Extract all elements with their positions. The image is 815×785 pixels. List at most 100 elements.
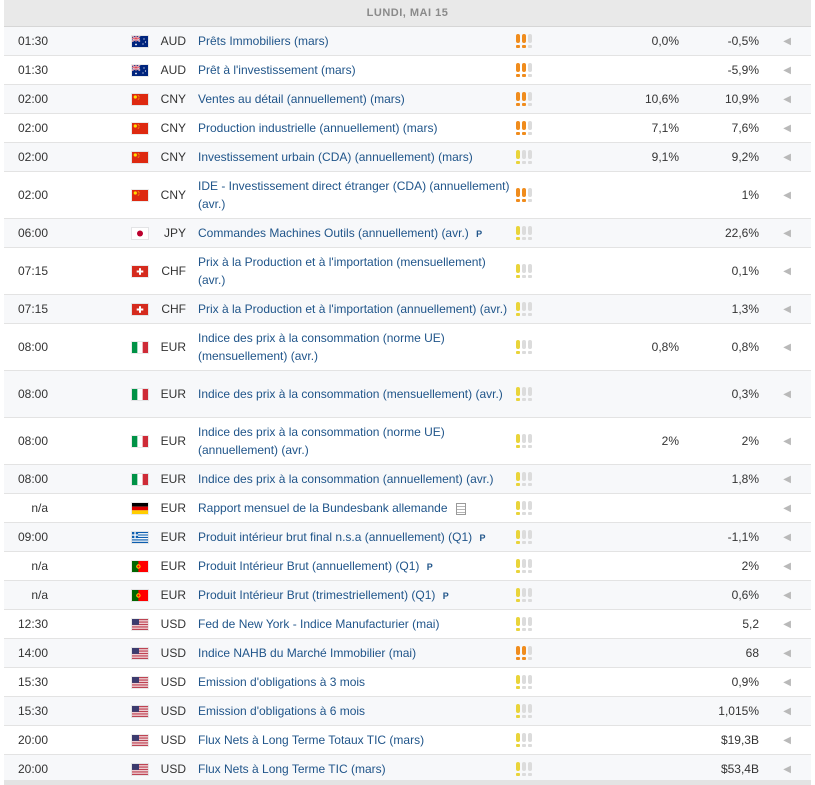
event-title[interactable]: Prix à la Production et à l'importation … xyxy=(198,300,516,318)
expand-arrow-icon[interactable]: ◀ xyxy=(783,93,791,105)
importance-indicator xyxy=(516,559,540,573)
event-title[interactable]: Prêts Immobiliers (mars) xyxy=(198,32,516,50)
event-title[interactable]: Investissement urbain (CDA) (annuellemen… xyxy=(198,148,516,166)
expand-arrow-icon[interactable]: ◀ xyxy=(783,589,791,601)
event-title[interactable]: Produit Intérieur Brut (annuellement) (Q… xyxy=(198,557,516,576)
event-title[interactable]: Fed de New York - Indice Manufacturier (… xyxy=(198,615,516,633)
event-row[interactable]: 02:00 CNY Ventes au détail (annuellement… xyxy=(4,85,811,114)
event-title[interactable]: Indice des prix à la consommation (norme… xyxy=(198,423,516,459)
event-row[interactable]: 02:00 CNY IDE - Investissement direct ét… xyxy=(4,172,811,219)
event-row[interactable]: 01:30 AUD Prêts Immobiliers (mars) 0,0% … xyxy=(4,27,811,56)
event-previous: 10,9% xyxy=(724,92,759,106)
importance-bang-icon xyxy=(522,188,526,202)
event-title-text: Produit intérieur brut final n.s.a (annu… xyxy=(198,529,473,544)
expand-arrow-icon[interactable]: ◀ xyxy=(783,122,791,134)
event-row[interactable]: n/a EUR Produit Intérieur Brut (trimestr… xyxy=(4,581,811,610)
expand-arrow-icon[interactable]: ◀ xyxy=(783,151,791,163)
expand-arrow-icon[interactable]: ◀ xyxy=(783,388,791,400)
expand-arrow-icon[interactable]: ◀ xyxy=(783,341,791,353)
event-title[interactable]: IDE - Investissement direct étranger (CD… xyxy=(198,177,516,213)
event-row[interactable]: 15:30 USD Emission d'obligations à 6 moi… xyxy=(4,697,811,726)
event-title[interactable]: Production industrielle (annuellement) (… xyxy=(198,119,516,137)
event-currency: JPY xyxy=(163,226,186,240)
event-title[interactable]: Flux Nets à Long Terme Totaux TIC (mars) xyxy=(198,731,516,749)
importance-bang-icon xyxy=(516,559,520,573)
event-row[interactable]: 07:15 CHF Prix à la Production et à l'im… xyxy=(4,295,811,324)
expand-arrow-icon[interactable]: ◀ xyxy=(783,560,791,572)
event-title[interactable]: Prêt à l'investissement (mars) xyxy=(198,61,516,79)
event-time: 07:15 xyxy=(17,264,48,278)
expand-arrow-icon[interactable]: ◀ xyxy=(783,227,791,239)
preliminary-badge: P xyxy=(426,561,433,572)
event-row[interactable]: 07:15 CHF Prix à la Production et à l'im… xyxy=(4,248,811,295)
event-title[interactable]: Rapport mensuel de la Bundesbank alleman… xyxy=(198,499,516,517)
expand-arrow-icon[interactable]: ◀ xyxy=(783,64,791,76)
event-row[interactable]: 12:30 USD Fed de New York - Indice Manuf… xyxy=(4,610,811,639)
event-title[interactable]: Produit intérieur brut final n.s.a (annu… xyxy=(198,528,516,547)
event-title[interactable]: Prix à la Production et à l'importation … xyxy=(198,253,516,289)
importance-bang-icon xyxy=(528,340,532,354)
expand-arrow-icon[interactable]: ◀ xyxy=(783,265,791,277)
expand-arrow-icon[interactable]: ◀ xyxy=(783,435,791,447)
event-row[interactable]: 08:00 EUR Indice des prix à la consommat… xyxy=(4,371,811,418)
event-time: 02:00 xyxy=(17,121,48,135)
event-row[interactable]: 08:00 EUR Indice des prix à la consommat… xyxy=(4,418,811,465)
event-title[interactable]: Produit Intérieur Brut (trimestriellemen… xyxy=(198,586,516,605)
event-title[interactable]: Ventes au détail (annuellement) (mars) xyxy=(198,90,516,108)
expand-arrow-icon[interactable]: ◀ xyxy=(783,647,791,659)
event-previous: 22,6% xyxy=(724,226,759,240)
event-title-text: Indice des prix à la consommation (mensu… xyxy=(198,387,503,401)
importance-bang-icon xyxy=(522,434,526,448)
event-title[interactable]: Indice des prix à la consommation (annue… xyxy=(198,470,516,488)
event-title[interactable]: Commandes Machines Outils (annuellement)… xyxy=(198,224,516,243)
importance-indicator xyxy=(516,762,540,776)
event-row[interactable]: 14:00 USD Indice NAHB du Marché Immobili… xyxy=(4,639,811,668)
japan-flag-icon xyxy=(132,227,148,239)
importance-bang-icon xyxy=(516,264,520,278)
event-row[interactable]: 08:00 EUR Indice des prix à la consommat… xyxy=(4,465,811,494)
event-title[interactable]: Indice NAHB du Marché Immobilier (mai) xyxy=(198,644,516,662)
event-title[interactable]: Indice des prix à la consommation (mensu… xyxy=(198,385,516,403)
china-flag-icon xyxy=(132,151,148,163)
event-title-text: Rapport mensuel de la Bundesbank alleman… xyxy=(198,501,448,515)
event-previous: 68 xyxy=(745,646,759,660)
italy-flag-icon xyxy=(132,473,148,485)
expand-arrow-icon[interactable]: ◀ xyxy=(783,734,791,746)
event-row[interactable]: 15:30 USD Emission d'obligations à 3 moi… xyxy=(4,668,811,697)
event-time: 02:00 xyxy=(17,92,48,106)
italy-flag-icon xyxy=(132,388,148,400)
event-row[interactable]: 09:00 EUR Produit intérieur brut final n… xyxy=(4,523,811,552)
event-title[interactable]: Emission d'obligations à 3 mois xyxy=(198,673,516,691)
expand-arrow-icon[interactable]: ◀ xyxy=(783,473,791,485)
expand-arrow-icon[interactable]: ◀ xyxy=(783,303,791,315)
expand-arrow-icon[interactable]: ◀ xyxy=(783,705,791,717)
expand-arrow-icon[interactable]: ◀ xyxy=(783,531,791,543)
event-title-text: Emission d'obligations à 6 mois xyxy=(198,704,366,718)
event-row[interactable]: 20:00 USD Flux Nets à Long Terme TIC (ma… xyxy=(4,755,811,784)
event-row[interactable]: n/a EUR Rapport mensuel de la Bundesbank… xyxy=(4,494,811,523)
event-row[interactable]: 06:00 JPY Commandes Machines Outils (ann… xyxy=(4,219,811,248)
expand-arrow-icon[interactable]: ◀ xyxy=(783,35,791,47)
event-title[interactable]: Emission d'obligations à 6 mois xyxy=(198,702,516,720)
event-row[interactable]: 02:00 CNY Investissement urbain (CDA) (a… xyxy=(4,143,811,172)
event-previous: 2% xyxy=(741,434,759,448)
event-row[interactable]: 20:00 USD Flux Nets à Long Terme Totaux … xyxy=(4,726,811,755)
expand-arrow-icon[interactable]: ◀ xyxy=(783,676,791,688)
event-time: 14:00 xyxy=(17,646,48,660)
expand-arrow-icon[interactable]: ◀ xyxy=(783,618,791,630)
expand-arrow-icon[interactable]: ◀ xyxy=(783,502,791,514)
expand-arrow-icon[interactable]: ◀ xyxy=(783,189,791,201)
importance-indicator xyxy=(516,121,540,135)
event-row[interactable]: n/a EUR Produit Intérieur Brut (annuelle… xyxy=(4,552,811,581)
expand-arrow-icon[interactable]: ◀ xyxy=(783,763,791,775)
event-title[interactable]: Indice des prix à la consommation (norme… xyxy=(198,329,516,365)
event-forecast: 9,1% xyxy=(651,150,679,164)
importance-indicator xyxy=(516,264,540,278)
event-row[interactable]: 01:30 AUD Prêt à l'investissement (mars)… xyxy=(4,56,811,85)
event-row[interactable]: 02:00 CNY Production industrielle (annue… xyxy=(4,114,811,143)
event-title[interactable]: Flux Nets à Long Terme TIC (mars) xyxy=(198,760,516,778)
importance-indicator xyxy=(516,675,540,689)
event-row[interactable]: 08:00 EUR Indice des prix à la consommat… xyxy=(4,324,811,371)
importance-bang-icon xyxy=(516,302,520,316)
